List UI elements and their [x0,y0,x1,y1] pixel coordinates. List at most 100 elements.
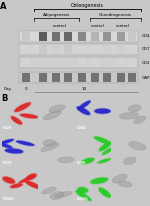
Text: Osteogenesis: Osteogenesis [71,3,104,8]
Ellipse shape [74,190,92,201]
Ellipse shape [10,116,23,125]
Ellipse shape [18,175,34,184]
Ellipse shape [43,140,56,146]
Bar [19,44,138,55]
Ellipse shape [89,177,109,185]
Ellipse shape [14,102,31,112]
Bar [117,73,125,82]
Text: Day: Day [4,87,12,91]
Bar [128,32,136,41]
Bar [19,57,138,68]
Ellipse shape [24,180,42,190]
Text: CD166: CD166 [77,197,88,201]
Text: A: A [0,2,7,11]
Ellipse shape [26,173,37,180]
Ellipse shape [10,184,22,188]
Bar [64,58,72,67]
Ellipse shape [93,136,111,145]
Bar [128,58,136,67]
Ellipse shape [9,183,24,189]
Ellipse shape [94,136,110,144]
Ellipse shape [0,143,14,149]
Ellipse shape [75,191,91,201]
Ellipse shape [13,102,32,113]
Ellipse shape [25,173,38,181]
Bar [78,73,86,82]
Ellipse shape [77,100,92,110]
Ellipse shape [94,109,111,114]
Ellipse shape [81,158,94,164]
Ellipse shape [112,174,127,183]
Bar [117,58,125,67]
Text: CD29: CD29 [3,126,13,130]
Bar [91,58,99,67]
Text: Adipogenesis: Adipogenesis [43,13,70,17]
Ellipse shape [15,140,35,146]
Text: control: control [116,24,130,28]
Ellipse shape [123,157,136,165]
Ellipse shape [80,157,95,165]
Bar [103,58,111,67]
Bar [64,45,72,54]
Text: 0: 0 [24,87,27,91]
Text: Chondrogenesis: Chondrogenesis [99,13,132,17]
Bar [117,45,125,54]
Bar [52,73,60,82]
Ellipse shape [57,157,74,163]
Bar [91,32,99,41]
Ellipse shape [42,187,56,194]
Ellipse shape [99,188,111,198]
Ellipse shape [118,181,132,187]
Bar [52,32,60,41]
Text: control: control [91,24,105,28]
Ellipse shape [20,114,38,118]
Text: CD105: CD105 [3,197,15,201]
Ellipse shape [4,148,24,154]
Bar [39,32,47,41]
Ellipse shape [96,158,112,164]
Bar [78,58,86,67]
Bar [22,73,30,82]
Ellipse shape [3,177,15,184]
Text: GAPDH: GAPDH [142,76,150,80]
Ellipse shape [129,142,146,150]
Ellipse shape [17,174,35,184]
Ellipse shape [76,186,89,194]
Ellipse shape [98,187,112,199]
Bar [128,73,136,82]
Ellipse shape [102,148,113,155]
Text: 14: 14 [81,87,86,91]
Ellipse shape [101,147,114,156]
Bar [91,45,99,54]
Ellipse shape [19,113,39,119]
Ellipse shape [54,192,72,198]
Ellipse shape [49,105,65,113]
Bar [19,31,138,42]
Ellipse shape [76,106,91,116]
Text: CD44: CD44 [142,34,150,38]
Ellipse shape [50,192,64,199]
Bar [39,45,47,54]
Ellipse shape [93,108,112,114]
Bar [78,32,86,41]
Bar [64,73,72,82]
Bar [22,45,30,54]
Bar [103,45,111,54]
Ellipse shape [11,116,22,125]
Bar [103,73,111,82]
Bar [52,45,60,54]
Text: CD73: CD73 [3,162,13,165]
Ellipse shape [2,176,16,184]
Bar [52,58,60,67]
Ellipse shape [0,138,15,145]
Bar [22,32,30,41]
Text: CD29: CD29 [142,61,150,64]
Ellipse shape [98,158,111,163]
Text: CD73: CD73 [142,47,150,51]
Bar [78,45,86,54]
Bar [39,58,47,67]
Bar [39,73,47,82]
Ellipse shape [134,116,146,123]
Bar [22,58,30,67]
Bar [91,73,99,82]
